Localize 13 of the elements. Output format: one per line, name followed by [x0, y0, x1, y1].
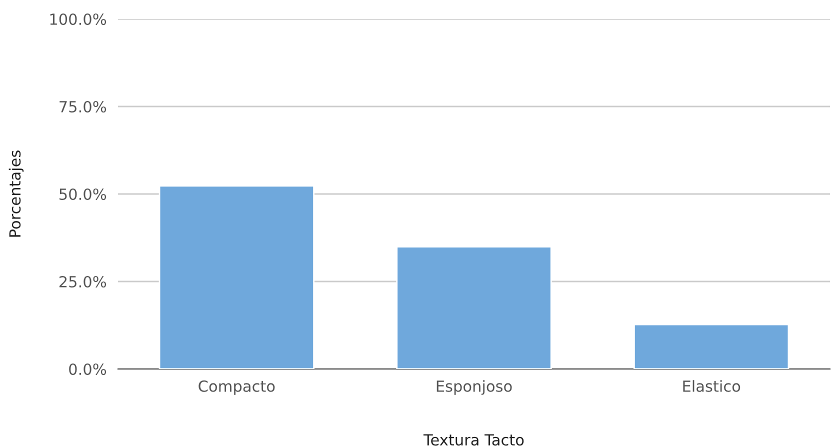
- x-axis-title: Textura Tacto: [423, 434, 524, 446]
- y-tick-label: 75.0%: [60, 100, 106, 113]
- y-tick-label: 25.0%: [59, 276, 106, 288]
- y-tick-label: 0.0%: [69, 363, 106, 376]
- x-tick-label: Elastico: [683, 380, 740, 392]
- y-tick-label: 100.0%: [50, 13, 106, 26]
- x-tick-label: Compacto: [198, 380, 275, 395]
- y-tick-label: 50.0%: [60, 188, 106, 200]
- x-tick-label: Esponjoso: [436, 380, 512, 395]
- bar: [634, 324, 790, 369]
- bar: [158, 185, 314, 369]
- y-axis-title: Porcentajes: [8, 150, 24, 237]
- bar: [396, 246, 552, 369]
